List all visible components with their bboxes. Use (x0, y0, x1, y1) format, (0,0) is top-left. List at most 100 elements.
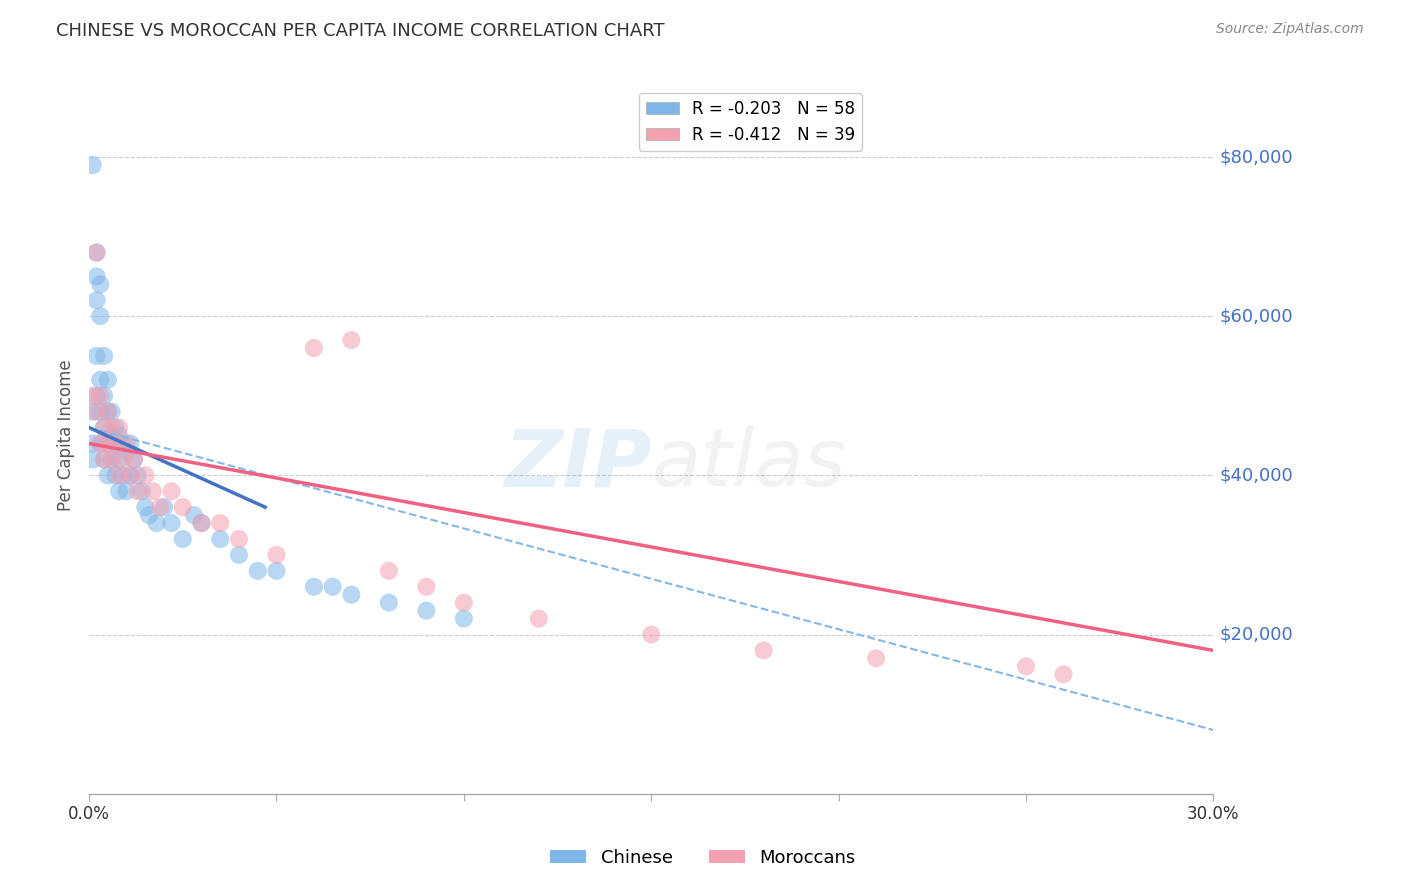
Point (228, 532, 250, 546)
Point (1052, 667, 1074, 681)
Point (120, 468, 142, 483)
Point (340, 333, 363, 347)
Text: Source: ZipAtlas.com: Source: ZipAtlas.com (1216, 22, 1364, 37)
Point (149, 500, 172, 515)
Point (108, 468, 131, 483)
Point (89, 389, 111, 403)
Point (453, 596, 475, 610)
Point (89, 436, 111, 450)
Point (93, 420, 115, 434)
Point (172, 532, 194, 546)
Point (378, 596, 401, 610)
Point (86, 349, 108, 363)
Text: ZIP: ZIP (503, 425, 651, 503)
Point (89, 436, 111, 450)
Point (228, 548, 250, 562)
Point (111, 436, 134, 450)
Legend: R = -0.203   N = 58, R = -0.412   N = 39: R = -0.203 N = 58, R = -0.412 N = 39 (638, 93, 862, 151)
Text: $80,000: $80,000 (1219, 148, 1292, 166)
Point (120, 436, 142, 450)
Point (172, 500, 194, 515)
Point (86, 293, 108, 308)
Point (82, 389, 104, 403)
Point (104, 420, 127, 434)
Point (209, 532, 232, 546)
Text: CHINESE VS MOROCCAN PER CAPITA INCOME CORRELATION CHART: CHINESE VS MOROCCAN PER CAPITA INCOME CO… (56, 22, 665, 40)
Point (97, 436, 120, 450)
Point (104, 436, 127, 450)
Point (82, 405, 104, 419)
Point (86, 245, 108, 260)
Point (527, 611, 550, 625)
Legend: Chinese, Moroccans: Chinese, Moroccans (543, 842, 863, 874)
Point (142, 484, 165, 499)
Point (97, 373, 120, 387)
Text: $60,000: $60,000 (1219, 307, 1292, 326)
Point (86, 389, 108, 403)
Point (89, 373, 111, 387)
Point (302, 341, 325, 355)
Point (93, 420, 115, 434)
Point (97, 468, 120, 483)
Point (93, 349, 115, 363)
Point (93, 452, 115, 467)
Point (190, 516, 212, 530)
Point (266, 564, 288, 578)
Text: $40,000: $40,000 (1219, 467, 1292, 484)
Point (82, 452, 104, 467)
Point (108, 452, 131, 467)
Point (190, 516, 212, 530)
Point (138, 508, 160, 523)
Point (145, 516, 167, 530)
Point (86, 405, 108, 419)
Point (115, 444, 138, 458)
Point (86, 269, 108, 284)
Point (100, 428, 122, 442)
Point (104, 468, 127, 483)
Text: $20,000: $20,000 (1219, 625, 1292, 643)
Point (183, 508, 205, 523)
Point (89, 405, 111, 419)
Point (97, 405, 120, 419)
Text: atlas: atlas (651, 425, 846, 503)
Point (115, 436, 138, 450)
Point (127, 484, 149, 499)
Point (82, 158, 104, 172)
Point (97, 405, 120, 419)
Point (108, 428, 131, 442)
Point (322, 580, 344, 594)
Point (89, 277, 111, 292)
Point (160, 484, 183, 499)
Point (82, 436, 104, 450)
Point (108, 420, 131, 434)
Point (97, 436, 120, 450)
Point (134, 468, 156, 483)
Point (131, 484, 153, 499)
Point (1015, 659, 1038, 673)
Point (104, 436, 127, 450)
Point (115, 484, 138, 499)
Point (302, 580, 325, 594)
Point (100, 405, 122, 419)
Point (209, 516, 232, 530)
Point (100, 452, 122, 467)
Point (160, 516, 183, 530)
Point (122, 452, 145, 467)
Point (93, 389, 115, 403)
Point (86, 245, 108, 260)
Point (111, 468, 134, 483)
Point (93, 452, 115, 467)
Point (865, 651, 887, 665)
Point (122, 452, 145, 467)
Point (153, 500, 176, 515)
Point (134, 500, 156, 515)
Point (640, 627, 662, 641)
Point (246, 564, 269, 578)
Point (108, 484, 131, 499)
Point (111, 452, 134, 467)
Point (378, 564, 401, 578)
Point (415, 580, 437, 594)
Point (752, 643, 775, 657)
Point (266, 548, 288, 562)
Point (127, 468, 149, 483)
